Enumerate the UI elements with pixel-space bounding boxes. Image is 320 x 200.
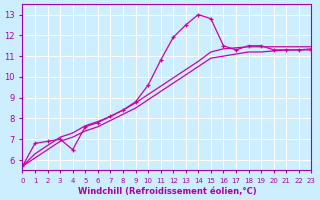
- X-axis label: Windchill (Refroidissement éolien,°C): Windchill (Refroidissement éolien,°C): [78, 187, 256, 196]
